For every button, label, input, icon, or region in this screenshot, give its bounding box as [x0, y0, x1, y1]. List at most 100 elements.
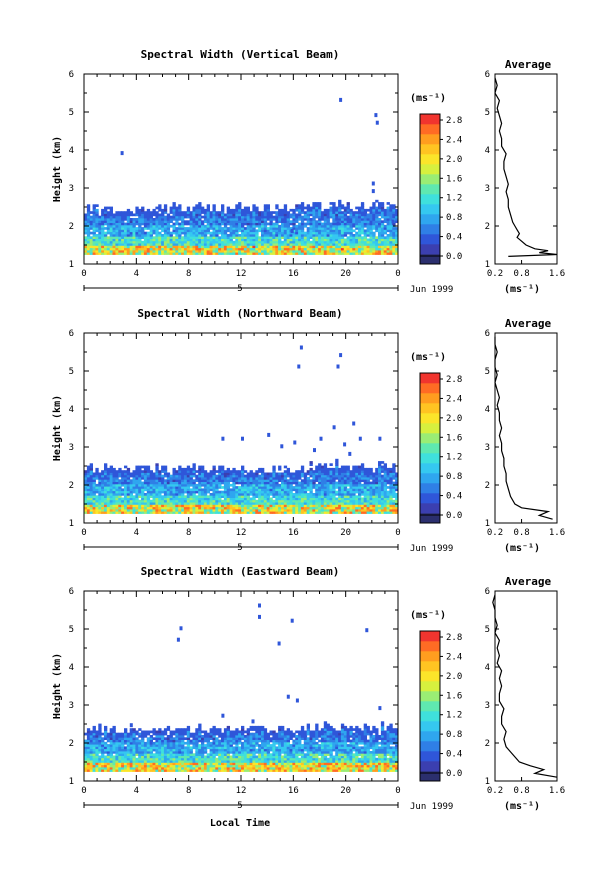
echo-cell	[378, 706, 382, 711]
echo-cell	[375, 120, 379, 125]
avg-x-tick-label: 1.6	[549, 269, 565, 279]
avg-y-tick-label: 5	[485, 108, 490, 118]
x-tick-label: 16	[288, 528, 299, 538]
colorbar-swatch	[420, 641, 440, 652]
colorbar-swatch	[420, 234, 440, 245]
avg-y-tick-label: 5	[485, 367, 490, 377]
average-profile-line	[494, 336, 553, 520]
echo-cell	[332, 425, 336, 430]
avg-y-tick-label: 3	[485, 443, 490, 453]
y-axis-label: Height (km)	[51, 395, 63, 461]
echo-cell	[374, 113, 378, 118]
day-label: 5	[237, 801, 242, 811]
colorbar-tick-label: 1.6	[446, 691, 462, 701]
colorbar-tick-label: 0.0	[446, 252, 462, 262]
colorbar-swatch	[420, 184, 440, 195]
echo-cell	[319, 436, 323, 441]
avg-x-tick-label: 0.2	[487, 269, 503, 279]
avg-y-tick-label: 6	[485, 329, 490, 339]
echo-cell	[290, 618, 294, 623]
colorbar-swatch	[420, 383, 440, 394]
colorbar-tick-label: 0.8	[446, 213, 462, 223]
x-tick-label: 20	[340, 786, 351, 796]
y-tick-label: 3	[69, 443, 74, 453]
heatmap-cells	[84, 345, 399, 514]
echo-cell	[339, 97, 343, 102]
colorbar-swatch	[420, 761, 440, 772]
colorbar-swatch	[420, 204, 440, 215]
colorbar-swatch	[420, 443, 440, 454]
colorbar-tick-label: 1.6	[446, 174, 462, 184]
y-tick-label: 5	[69, 108, 74, 118]
panel-eastward-beam: Spectral Width (Eastward Beam)123456Heig…	[51, 565, 565, 812]
average-profile-line	[494, 77, 558, 257]
y-tick-label: 4	[69, 405, 74, 415]
y-tick-label: 4	[69, 663, 74, 673]
y-tick-label: 6	[69, 329, 74, 339]
colorbar-swatch	[420, 423, 440, 434]
avg-y-tick-label: 4	[485, 405, 490, 415]
colorbar-swatch	[420, 124, 440, 135]
date-label: Jun 1999	[410, 544, 453, 554]
colorbar-swatch	[420, 493, 440, 504]
colorbar-tick-label: 1.6	[446, 433, 462, 443]
avg-x-tick-label: 0.2	[487, 786, 503, 796]
colorbar-tick-label: 2.4	[446, 135, 462, 145]
colorbar-swatch	[420, 373, 440, 384]
x-tick-label: 20	[340, 269, 351, 279]
echo-cell	[179, 626, 183, 631]
colorbar-swatch	[420, 413, 440, 424]
colorbar-tick-label: 2.8	[446, 116, 462, 126]
y-tick-label: 6	[69, 70, 74, 80]
colorbar-swatch	[420, 433, 440, 444]
echo-cell	[293, 440, 297, 445]
x-tick-label: 0	[395, 786, 400, 796]
average-title: Average	[505, 58, 552, 71]
avg-y-tick-label: 5	[485, 625, 490, 635]
y-tick-label: 3	[69, 184, 74, 194]
avg-y-tick-label: 6	[485, 587, 490, 597]
colorbar-frame	[419, 113, 441, 265]
y-tick-label: 6	[69, 587, 74, 597]
avg-x-tick-label: 0.8	[513, 269, 529, 279]
colorbar-swatch	[420, 114, 440, 125]
avg-x-axis-label: (ms⁻¹)	[504, 284, 540, 295]
colorbar-tick-label: 0.4	[446, 233, 462, 243]
x-tick-label: 12	[236, 786, 247, 796]
colorbar-swatch	[420, 691, 440, 702]
avg-y-tick-label: 2	[485, 739, 490, 749]
colorbar-swatch	[420, 144, 440, 155]
colorbar-swatch	[420, 463, 440, 474]
avg-y-tick-label: 1	[485, 777, 490, 787]
echo-cell	[352, 223, 356, 228]
colorbar-swatch	[420, 224, 440, 235]
colorbar-swatch	[420, 453, 440, 464]
echo-cell	[295, 698, 299, 703]
x-tick-label: 0	[395, 528, 400, 538]
y-tick-label: 2	[69, 739, 74, 749]
colorbar-tick-label: 0.8	[446, 730, 462, 740]
day-label: 5	[237, 284, 242, 294]
avg-y-tick-label: 1	[485, 519, 490, 529]
echo-cell	[251, 719, 255, 724]
colorbar-swatch	[420, 513, 440, 524]
y-tick-label: 3	[69, 701, 74, 711]
colorbar-tick-label: 0.8	[446, 472, 462, 482]
colorbar-tick-label: 2.0	[446, 672, 462, 682]
panel-title: Spectral Width (Vertical Beam)	[141, 48, 340, 61]
colorbar-tick-label: 1.2	[446, 711, 462, 721]
y-tick-label: 2	[69, 481, 74, 491]
avg-y-tick-label: 1	[485, 260, 490, 270]
colorbar-swatch	[420, 214, 440, 225]
x-tick-label: 0	[81, 786, 86, 796]
colorbar-swatch	[420, 671, 440, 682]
colorbar-swatch	[420, 631, 440, 642]
echo-cell	[129, 723, 133, 728]
colorbar-tick-label: 0.0	[446, 769, 462, 779]
colorbar-swatch	[420, 393, 440, 404]
echo-cell	[358, 436, 362, 441]
avg-x-tick-label: 1.6	[549, 528, 565, 538]
avg-x-tick-label: 0.8	[513, 786, 529, 796]
average-title: Average	[505, 575, 552, 588]
